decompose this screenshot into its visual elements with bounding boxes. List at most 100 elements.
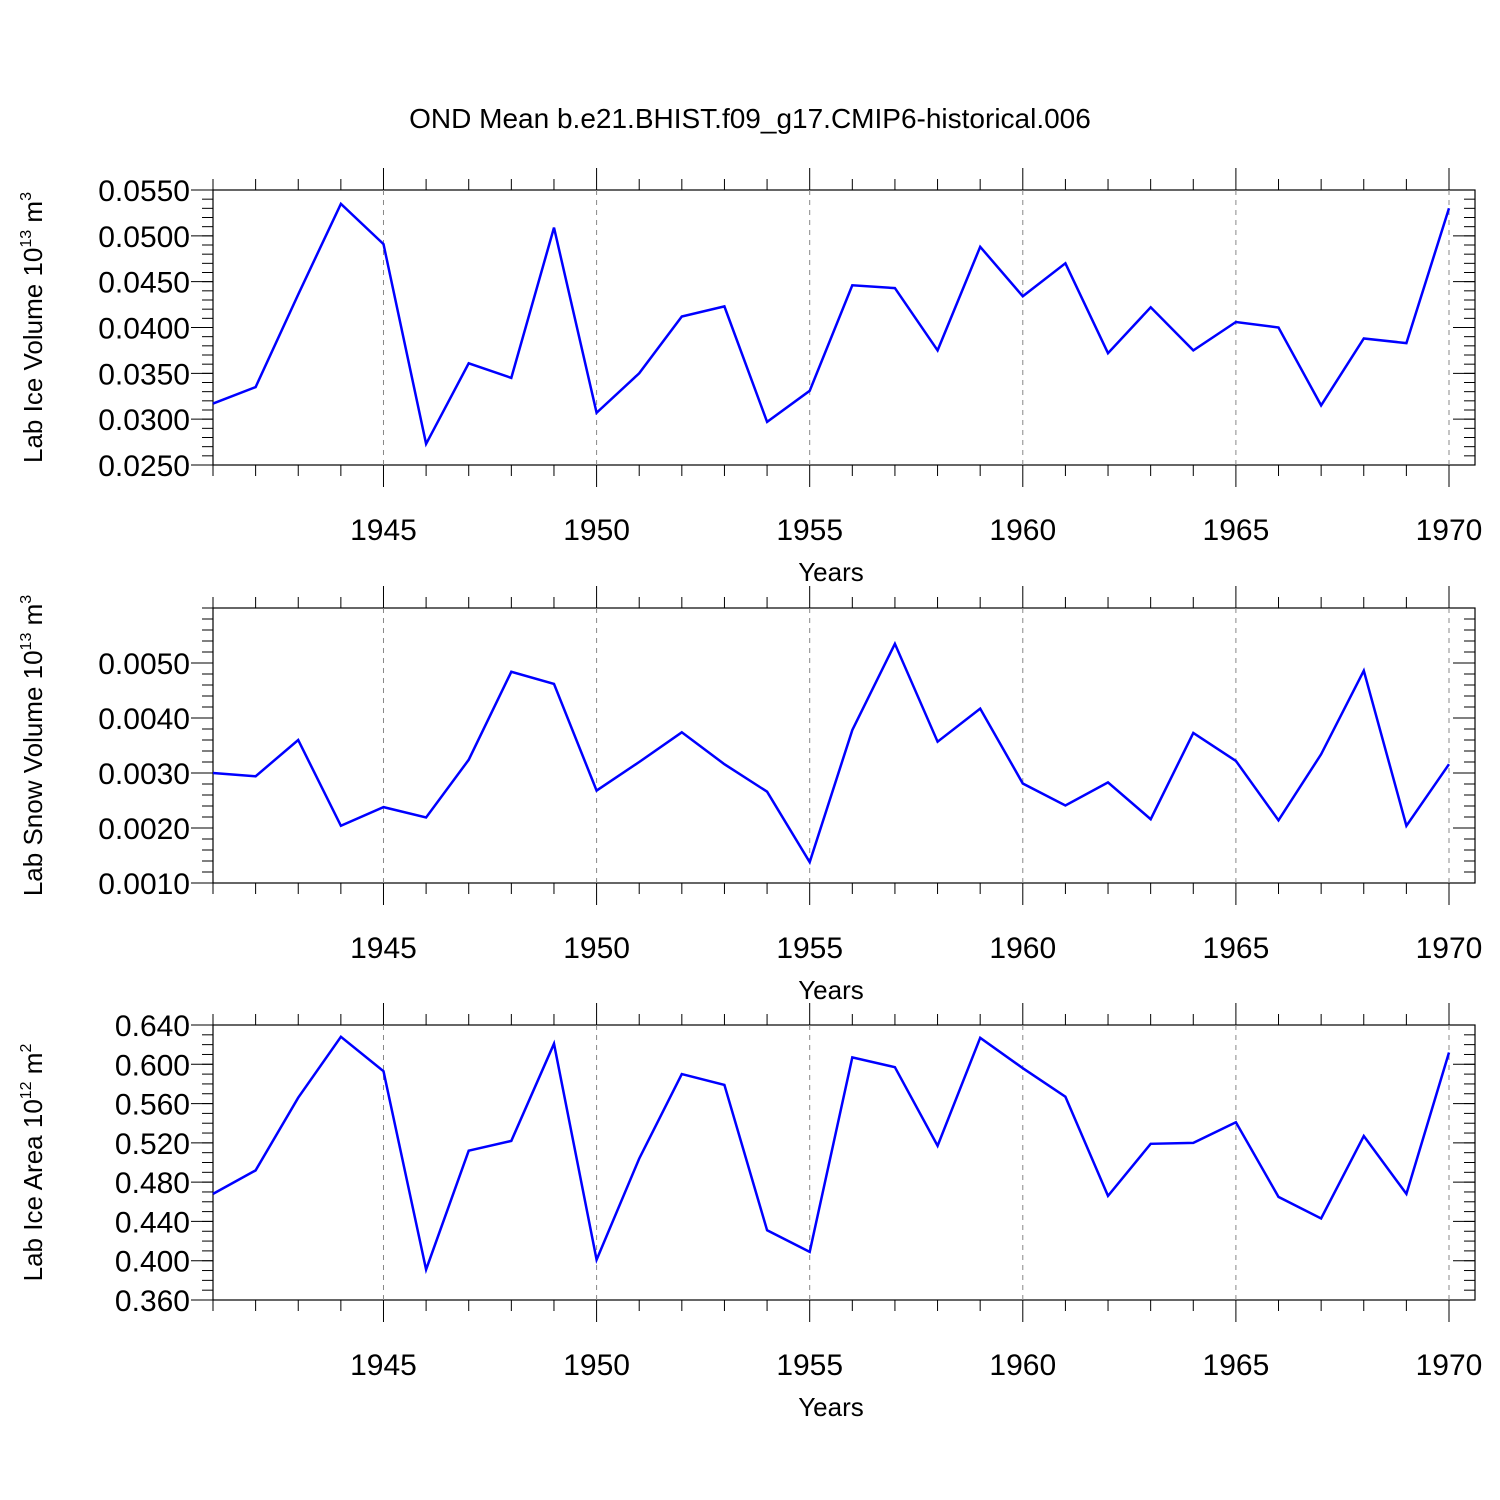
y-axis-title-unit-exponent: 2 [18, 1044, 35, 1053]
data-point [765, 1228, 769, 1232]
data-point [595, 411, 599, 415]
y-axis-title-main: Lab Snow Volume 10 [18, 650, 48, 896]
x-tick-label: 1970 [1416, 1349, 1483, 1382]
x-tick-label: 1955 [776, 514, 843, 547]
data-point [1149, 1142, 1153, 1146]
data-point [1277, 1195, 1281, 1199]
data-point [808, 860, 812, 864]
x-tick-label: 1945 [350, 1349, 417, 1382]
data-point [1191, 348, 1195, 352]
y-tick-label: 0.0300 [98, 404, 190, 437]
x-tick-label: 1950 [563, 1349, 630, 1382]
data-point [680, 730, 684, 734]
y-tick-label: 0.0250 [98, 450, 190, 483]
data-point [680, 315, 684, 319]
series-line [212, 1034, 1451, 1275]
data-point [211, 1192, 215, 1196]
data-point [936, 1144, 940, 1148]
data-point [1234, 1120, 1238, 1124]
x-tick-label: 1965 [1203, 932, 1270, 965]
data-point [1362, 669, 1366, 673]
data-point [381, 805, 385, 809]
data-point [509, 376, 513, 380]
data-point [850, 283, 854, 287]
data-point [1362, 1134, 1366, 1138]
data-point [1149, 305, 1153, 309]
data-point [509, 670, 513, 674]
data-point [1106, 351, 1110, 355]
data-point [1063, 261, 1067, 265]
data-point [381, 242, 385, 246]
data-point [552, 1042, 556, 1046]
panel-2: 1945 1950 1955 1960 1965 1970 Years 0.0010 0.002… [18, 586, 1482, 1005]
x-tick-label: 1965 [1203, 1349, 1270, 1382]
data-point [765, 420, 769, 424]
y-tick-label: 0.0550 [98, 175, 190, 208]
y-tick-label: 0.520 [115, 1128, 190, 1161]
y-tick-label: 0.0050 [98, 648, 190, 681]
figure-title: OND Mean b.e21.BHIST.f09_g17.CMIP6-histo… [409, 103, 1091, 134]
data-point [296, 1096, 300, 1100]
y-tick-label: 0.440 [115, 1206, 190, 1239]
x-tick-label: 1960 [989, 1349, 1056, 1382]
data-point [467, 1149, 471, 1153]
y-tick-label: 0.480 [115, 1167, 190, 1200]
data-point [722, 762, 726, 766]
data-point [595, 1258, 599, 1262]
data-point [1277, 818, 1281, 822]
y-axis-title-unit: m [18, 1053, 48, 1082]
y-tick-label: 0.0400 [98, 313, 190, 346]
panel-3: 1945 1950 1955 1960 1965 1970 Years 0.360 0.400 0… [18, 1003, 1482, 1422]
y-axis-title-unit-exponent: 3 [18, 595, 35, 604]
data-point [765, 790, 769, 794]
data-point [296, 293, 300, 297]
data-point [1234, 759, 1238, 763]
series-line [212, 201, 1451, 448]
data-point [1447, 762, 1451, 766]
panel-1: 1945 1950 1955 1960 1965 1970 Years 0.0250 0.030… [18, 168, 1482, 587]
data-point [1447, 1051, 1451, 1055]
data-point [1319, 403, 1323, 407]
y-tick-label: 0.0030 [98, 758, 190, 791]
y-tick-label: 0.400 [115, 1246, 190, 1279]
y-axis-title-main: Lab Ice Area 10 [18, 1099, 48, 1281]
data-point [637, 371, 641, 375]
data-point [978, 1036, 982, 1040]
x-tick-label: 1945 [350, 932, 417, 965]
data-point [1404, 341, 1408, 345]
y-axis-title-exponent: 12 [18, 1081, 35, 1099]
data-point [424, 816, 428, 820]
data-point [381, 1069, 385, 1073]
data-point [552, 226, 556, 230]
data-point [211, 771, 215, 775]
plot-frame [212, 607, 1476, 884]
data-point [1021, 781, 1025, 785]
y-axis-title-main: Lab Ice Volume 10 [18, 248, 48, 463]
data-point [978, 707, 982, 711]
data-point [424, 1268, 428, 1272]
data-point [1191, 731, 1195, 735]
y-tick-label: 0.0450 [98, 267, 190, 300]
data-point [424, 442, 428, 446]
data-point [978, 245, 982, 249]
data-point [254, 1168, 258, 1172]
x-tick-label: 1970 [1416, 514, 1483, 547]
data-point [1319, 1216, 1323, 1220]
x-tick-label: 1960 [989, 932, 1056, 965]
data-point [850, 1055, 854, 1059]
data-point [637, 1157, 641, 1161]
data-point [893, 1065, 897, 1069]
x-tick-label: 1950 [563, 514, 630, 547]
data-point [467, 758, 471, 762]
data-point [1149, 817, 1153, 821]
data-point [1362, 337, 1366, 341]
data-point [1277, 326, 1281, 330]
data-point [722, 304, 726, 308]
y-tick-label: 0.0350 [98, 358, 190, 391]
y-axis-title: Lab Ice Volume 1013 m3 [18, 192, 48, 463]
data-point [893, 286, 897, 290]
y-tick-label: 0.600 [115, 1049, 190, 1082]
series-line [212, 640, 1451, 866]
data-point [595, 789, 599, 793]
